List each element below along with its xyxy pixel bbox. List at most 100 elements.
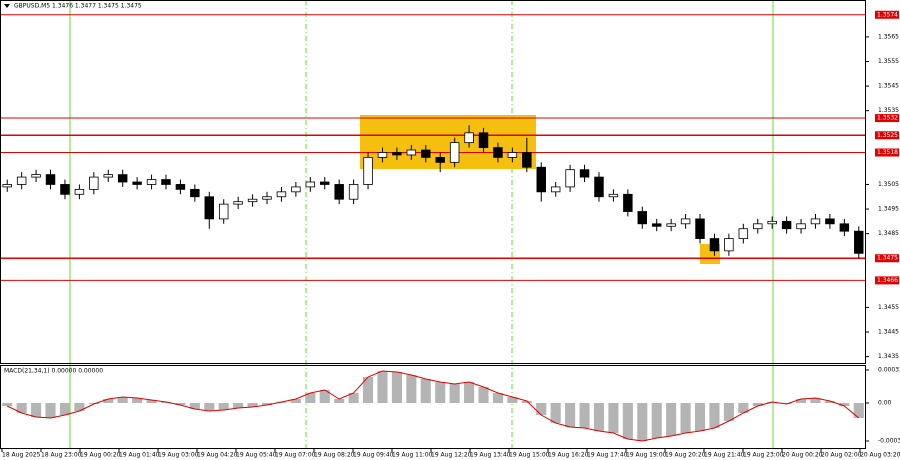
macd-bar <box>218 403 229 410</box>
macd-bar <box>449 384 460 403</box>
x-tick-label: 18 Aug 23:00 <box>41 452 82 459</box>
macd-bar <box>709 403 720 428</box>
macd-bar <box>377 371 388 403</box>
candle-body <box>709 238 720 252</box>
candle-body <box>839 223 850 232</box>
candle-body <box>854 230 864 254</box>
macd-bar <box>593 403 605 431</box>
macd-bar <box>550 403 561 423</box>
x-tick-label: 19 Aug 16:20 <box>548 452 589 459</box>
x-tick-label: 20 Aug 00:20 <box>782 452 823 459</box>
candle-body <box>2 184 12 188</box>
x-tick-label: 19 Aug 03:00 <box>158 452 199 459</box>
candle-body <box>738 228 749 239</box>
x-tick-label: 19 Aug 09:40 <box>353 452 394 459</box>
macd-bar <box>738 403 749 413</box>
macd-bar <box>622 403 633 439</box>
candle-body <box>291 186 301 193</box>
macd-bar <box>204 403 215 411</box>
macd-bar <box>839 403 850 406</box>
title-arrow <box>4 4 10 8</box>
candle-body <box>753 223 763 230</box>
macd-bar <box>406 375 417 403</box>
price-frame <box>0 0 866 364</box>
y-tick-label: 1.3485 <box>878 230 899 237</box>
x-tick-label: 20 Aug 02:00 <box>821 452 862 459</box>
level-label: 1.3532 <box>877 115 898 122</box>
macd-bar <box>824 401 835 403</box>
candle-body <box>392 152 402 156</box>
macd-bar <box>319 390 330 403</box>
macd-bar <box>420 379 431 403</box>
candle-body <box>45 174 56 185</box>
macd-bar <box>290 399 301 403</box>
candle-body <box>637 211 648 225</box>
x-tick-label: 18 Aug 2025 <box>2 452 41 459</box>
y-tick-label: 0.00 <box>878 400 892 407</box>
macd-bar <box>752 403 763 406</box>
level-label: 1.3475 <box>877 255 898 262</box>
macd-bar <box>261 403 273 405</box>
candle-body <box>478 132 489 148</box>
macd-bar <box>608 403 619 433</box>
y-tick-label: 1.3505 <box>878 181 899 188</box>
x-tick-label: 19 Aug 08:20 <box>314 452 355 459</box>
candle-body <box>507 152 518 158</box>
highlight-box <box>360 115 536 169</box>
candle-body <box>247 198 258 203</box>
candle-body <box>146 179 157 185</box>
macd-bar <box>723 403 734 421</box>
macd-bar <box>680 403 691 433</box>
macd-title: MACD(21,34,1) 0.00000 0.00000 <box>4 368 103 375</box>
macd-bar <box>16 403 27 413</box>
macd-bar <box>334 399 345 403</box>
level-label: 1.3466 <box>877 277 898 284</box>
macd-bar <box>362 377 374 403</box>
y-tick-label: 1.3545 <box>878 83 899 90</box>
x-tick-label: 19 Aug 17:40 <box>587 452 628 459</box>
candle-body <box>218 203 229 220</box>
candle-body <box>666 223 676 227</box>
candle-body <box>320 181 330 185</box>
macd-bar <box>175 403 186 405</box>
y-tick-label: 1.3535 <box>878 107 899 114</box>
candle-body <box>493 147 503 158</box>
candle-body <box>60 184 70 195</box>
candle-body <box>190 188 200 198</box>
candle-body <box>421 149 431 158</box>
macd-bar <box>666 403 677 436</box>
macd-bar <box>565 403 576 427</box>
macd-bar <box>189 403 200 409</box>
candle-body <box>825 218 835 225</box>
macd-bar <box>74 403 85 411</box>
x-tick-label: 19 Aug 11:00 <box>392 452 433 459</box>
candle-body <box>377 152 388 158</box>
price-panel: 1.3565 1.3555 1.3545 1.3535 1.3505 1.3495 1.34… <box>0 10 899 360</box>
x-tick-label: 19 Aug 19:00 <box>626 452 667 459</box>
y-tick-label: 1.3555 <box>878 58 899 65</box>
candle-body <box>161 179 171 185</box>
x-tick-label: 19 Aug 01:40 <box>119 452 160 459</box>
candle-body <box>348 184 359 200</box>
candle-body <box>103 174 113 178</box>
macd-bar <box>694 403 706 431</box>
candle-body <box>594 176 604 198</box>
macd-bar <box>435 382 446 403</box>
candle-body <box>334 184 344 200</box>
candle-body <box>276 191 287 198</box>
y-tick-label: 0.00033 <box>878 367 900 374</box>
y-tick-label: 1.3495 <box>878 206 899 213</box>
candle-body <box>16 176 27 185</box>
candle-body <box>724 238 734 252</box>
candle-body <box>305 181 316 188</box>
level-label-box <box>875 148 899 157</box>
macd-bar <box>853 403 864 418</box>
macd-frame <box>0 365 866 449</box>
x-tick-label: 19 Aug 05:40 <box>236 452 277 459</box>
candle-body <box>262 196 272 200</box>
level-label-box <box>875 254 899 263</box>
macd-bar <box>348 393 359 403</box>
